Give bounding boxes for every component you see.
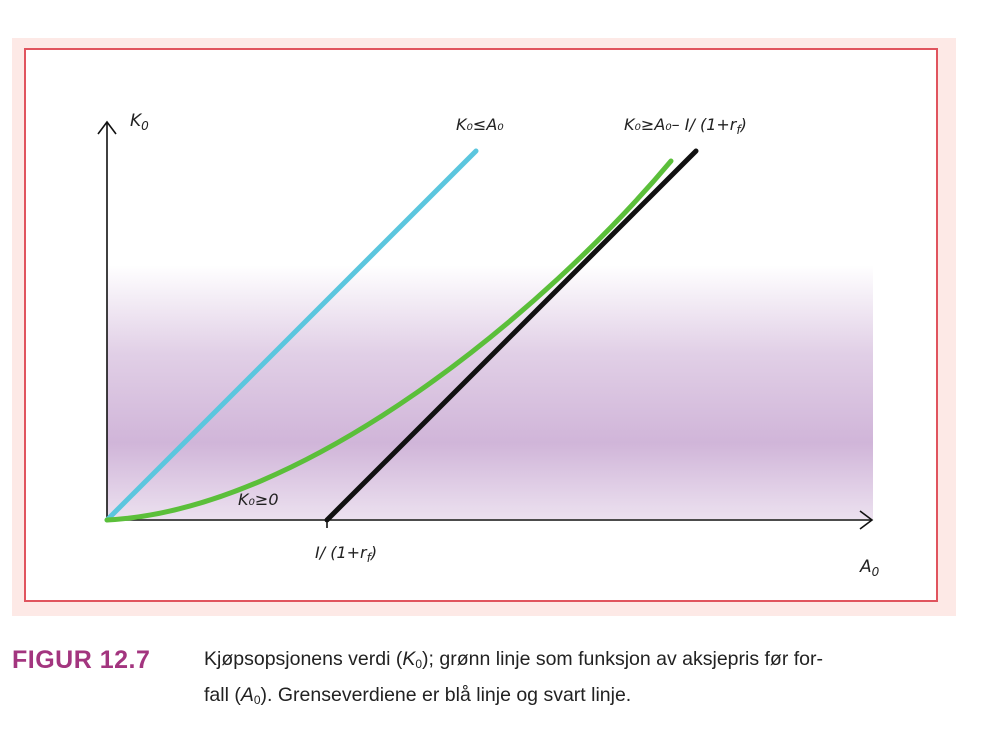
- blue-upper-bound-line: [104, 148, 479, 523]
- caption-var-a: A: [240, 684, 254, 706]
- caption-line1-part1: Kjøpsopsjonens verdi (: [204, 648, 403, 670]
- black-lower-bound-line: [324, 148, 699, 523]
- blue-line-label: K₀≤A₀: [456, 115, 504, 134]
- caption-var-k: K: [402, 648, 416, 670]
- option-value-diagram: K0 A0 I/ (1+rf) K₀≤A₀ K₀≥A₀– I/ (1+rf) K…: [97, 111, 880, 579]
- caption-label: FIGUR 12.7: [12, 646, 151, 674]
- caption-line1-part2: ); grønn linje som funksjon av aksjepris…: [422, 648, 824, 670]
- figure-panel: K0 A0 I/ (1+rf) K₀≤A₀ K₀≥A₀– I/ (1+rf) K…: [12, 38, 956, 616]
- x-axis-label: A0: [859, 557, 880, 579]
- x-axis: [107, 510, 874, 530]
- black-line-label: K₀≥A₀– I/ (1+rf): [624, 115, 747, 137]
- caption-sub-k: 0: [415, 657, 423, 671]
- x-tick-label: I/ (1+rf): [315, 543, 377, 565]
- y-axis-label: K0: [130, 111, 149, 133]
- green-curve-label: K₀≥0: [238, 490, 279, 509]
- figure-frame: K0 A0 I/ (1+rf) K₀≤A₀ K₀≥A₀– I/ (1+rf) K…: [24, 48, 938, 602]
- y-axis: [97, 120, 117, 520]
- caption-text: Kjøpsopsjonens verdi (K0); grønn linje s…: [204, 644, 964, 716]
- caption-line2-part2: ). Grenseverdiene er blå linje og svart …: [260, 684, 632, 706]
- x-axis-arrow-icon: [859, 510, 874, 530]
- y-axis-arrow-icon: [97, 120, 117, 135]
- green-option-value-curve: [104, 158, 674, 523]
- caption-line2-part1: fall (: [204, 684, 241, 706]
- shaded-region: [107, 265, 873, 519]
- caption-sub-a: 0: [253, 693, 261, 707]
